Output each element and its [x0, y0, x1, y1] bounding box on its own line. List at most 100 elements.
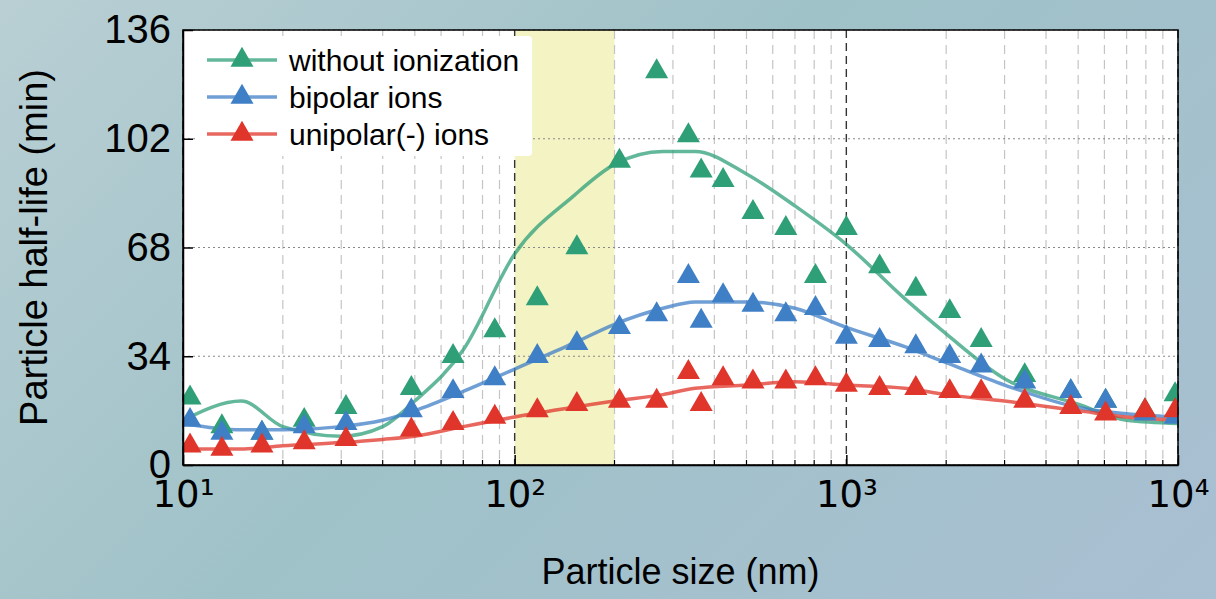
- data-point: [868, 327, 891, 347]
- legend-label: without ionization: [288, 44, 519, 77]
- data-point: [645, 388, 668, 408]
- data-point: [483, 404, 506, 424]
- data-point: [970, 353, 993, 373]
- data-point: [904, 375, 927, 395]
- minor-grid-line: [831, 30, 832, 465]
- data-point: [250, 433, 273, 453]
- x-minor-tick: [440, 460, 441, 465]
- data-point: [677, 263, 700, 283]
- data-point: [835, 215, 858, 235]
- x-axis-line: [184, 465, 1179, 467]
- y-tick-mark: [183, 356, 193, 358]
- data-point: [1164, 381, 1178, 401]
- data-point: [774, 301, 797, 321]
- y-tick: 0: [149, 442, 193, 486]
- data-point: [774, 369, 797, 389]
- data-point: [293, 429, 316, 449]
- data-point: [442, 410, 465, 430]
- data-point: [868, 253, 891, 273]
- x-minor-tick: [794, 460, 795, 465]
- x-minor-tick: [341, 460, 342, 465]
- fit-line: [183, 382, 1178, 449]
- data-point: [483, 317, 506, 337]
- data-point: [334, 426, 357, 446]
- data-point: [868, 375, 891, 395]
- legend-item: bipolar ions: [207, 81, 442, 114]
- data-point: [690, 391, 713, 411]
- legend-marker: [230, 121, 253, 141]
- fit-line: [183, 302, 1178, 430]
- data-point: [565, 234, 588, 254]
- data-point: [904, 276, 927, 296]
- data-point: [741, 369, 764, 389]
- data-point: [608, 148, 631, 168]
- x-minor-tick: [463, 460, 464, 465]
- x-minor-tick: [482, 460, 483, 465]
- x-minor-tick: [499, 460, 500, 465]
- x-tick-label: 10²: [484, 473, 546, 516]
- data-point: [970, 378, 993, 398]
- data-point: [835, 324, 858, 344]
- data-point: [483, 365, 506, 385]
- x-tick: 10³: [816, 455, 878, 516]
- y-tick: 136: [104, 7, 193, 51]
- data-point: [938, 378, 961, 398]
- data-point: [712, 282, 735, 302]
- y-tick-label: 68: [127, 225, 172, 269]
- data-point: [677, 122, 700, 142]
- legend-marker: [230, 84, 253, 104]
- legend-label: unipolar(-) ions: [289, 118, 489, 151]
- data-point: [442, 343, 465, 363]
- x-minor-tick: [282, 460, 283, 465]
- y-axis-title: Particle half-life (min): [13, 69, 55, 426]
- data-point: [741, 292, 764, 312]
- data-point: [526, 397, 549, 417]
- data-point: [677, 359, 700, 379]
- data-point: [804, 365, 827, 385]
- x-minor-tick: [946, 460, 947, 465]
- data-point: [645, 301, 668, 321]
- data-point: [400, 417, 423, 437]
- x-minor-tick: [1104, 460, 1105, 465]
- data-point: [442, 378, 465, 398]
- chart-svg: 10¹10²10³10⁴03468102136without ionizatio…: [0, 0, 1216, 599]
- legend-item: without ionization: [207, 44, 519, 77]
- minor-grid-line: [746, 30, 747, 465]
- x-tick-mark: [514, 455, 516, 465]
- x-tick-mark: [1178, 455, 1180, 465]
- data-point: [1013, 388, 1036, 408]
- legend-label: bipolar ions: [289, 81, 442, 114]
- x-minor-tick: [714, 460, 715, 465]
- x-minor-tick: [772, 460, 773, 465]
- data-point: [804, 295, 827, 315]
- data-point: [904, 333, 927, 353]
- plot-group: 10¹10²10³10⁴03468102136without ionizatio…: [104, 7, 1209, 516]
- data-point: [938, 343, 961, 363]
- data-point: [183, 407, 202, 427]
- y-tick-mark: [183, 30, 193, 32]
- data-point: [400, 375, 423, 395]
- data-point: [210, 436, 233, 456]
- x-minor-tick: [831, 460, 832, 465]
- x-axis-title: Particle size (nm): [541, 551, 819, 592]
- data-point: [183, 433, 202, 453]
- legend-background: [197, 36, 532, 156]
- data-point: [1133, 397, 1156, 417]
- data-point: [565, 330, 588, 350]
- y-tick-label: 102: [104, 116, 171, 160]
- y-grid-line: [183, 247, 1178, 248]
- y-tick: 34: [127, 334, 194, 378]
- data-point: [526, 343, 549, 363]
- legend-item: unipolar(-) ions: [207, 118, 489, 151]
- x-tick: 10⁴: [1148, 455, 1210, 516]
- chart-container: 10¹10²10³10⁴03468102136without ionizatio…: [0, 0, 1216, 599]
- x-minor-tick: [1145, 460, 1146, 465]
- plot-background: [183, 30, 1178, 465]
- y-tick-label: 34: [127, 334, 172, 378]
- y-tick-label: 136: [104, 7, 171, 51]
- x-minor-tick: [1162, 460, 1163, 465]
- data-point: [1133, 397, 1156, 417]
- data-point: [690, 308, 713, 328]
- major-grid-line: [846, 30, 847, 465]
- y-tick-mark: [183, 247, 193, 249]
